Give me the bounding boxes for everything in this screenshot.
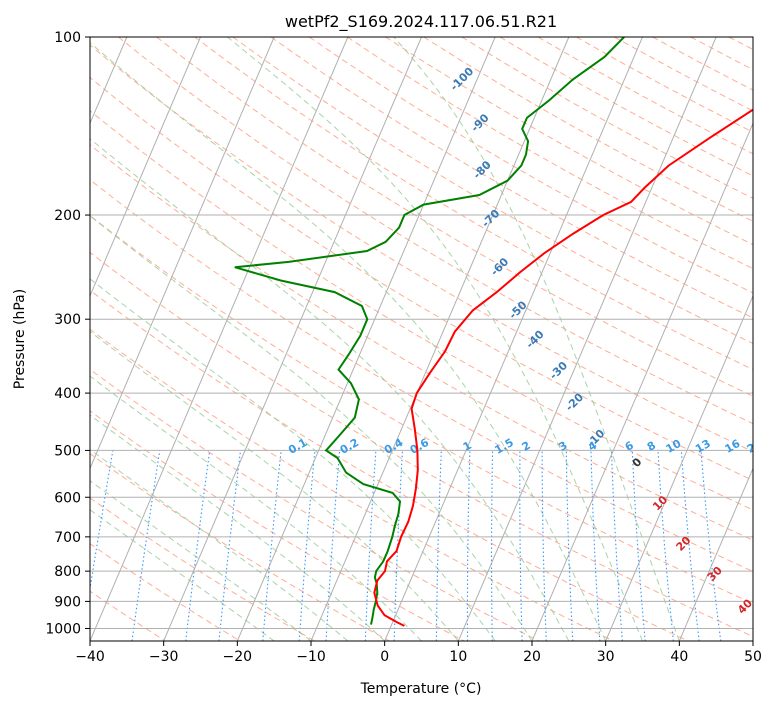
y-axis-label: Pressure (hPa) xyxy=(12,289,28,389)
y-tick-label: 700 xyxy=(54,530,81,546)
x-tick-label: 0 xyxy=(380,649,389,665)
x-tick-label: 30 xyxy=(597,649,615,665)
x-tick-label: −20 xyxy=(223,649,253,665)
x-tick-label: 20 xyxy=(523,649,541,665)
chart-title: wetPf2_S169.2024.117.06.51.R21 xyxy=(285,12,557,32)
x-axis-label: Temperature (°C) xyxy=(360,681,482,697)
y-tick-label: 1000 xyxy=(45,621,81,637)
y-tick-label: 500 xyxy=(54,443,81,459)
x-tick-label: 40 xyxy=(670,649,688,665)
x-tick-label: 50 xyxy=(744,649,762,665)
x-tick-label: −40 xyxy=(75,649,105,665)
x-tick-label: −10 xyxy=(296,649,326,665)
x-tick-label: 10 xyxy=(449,649,467,665)
plot-background xyxy=(90,37,753,641)
y-tick-label: 400 xyxy=(54,386,81,402)
y-tick-label: 800 xyxy=(54,564,81,580)
x-tick-label: −30 xyxy=(149,649,179,665)
y-tick-label: 200 xyxy=(54,208,81,224)
y-tick-label: 900 xyxy=(54,594,81,610)
y-tick-label: 100 xyxy=(54,30,81,46)
y-tick-label: 600 xyxy=(54,490,81,506)
y-tick-label: 300 xyxy=(54,312,81,328)
